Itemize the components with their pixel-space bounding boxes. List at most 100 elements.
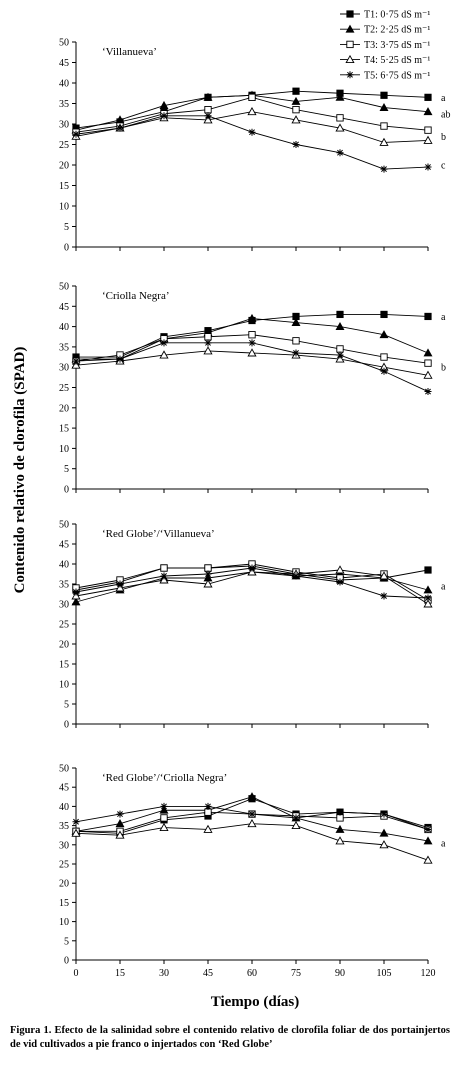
panel-title: ‘Red Globe’/‘Criolla Negra’	[102, 772, 227, 784]
y-tick-label: 20	[59, 161, 69, 172]
data-point-T5	[72, 588, 80, 596]
x-axis-label: Tiempo (días)	[211, 994, 299, 1010]
data-point-T4	[203, 579, 213, 588]
data-point-T2	[379, 330, 389, 339]
data-point-T5	[116, 810, 124, 818]
data-point-T5	[72, 818, 80, 826]
data-point-T1	[380, 310, 388, 319]
data-point-T2	[423, 836, 433, 845]
y-tick-label: 40	[59, 322, 69, 333]
data-point-T5	[424, 388, 432, 396]
data-point-T3	[336, 114, 344, 122]
x-tick-label: 15	[115, 968, 125, 979]
data-point-T4	[423, 599, 433, 608]
data-point-T4	[203, 824, 213, 833]
x-tick-label: 75	[291, 968, 301, 979]
series-T5	[72, 339, 432, 396]
data-point-T2	[423, 348, 433, 357]
data-point-T5	[292, 349, 300, 357]
data-point-T5	[248, 128, 256, 136]
legend-label: T4: 5·25 dS m⁻¹	[364, 55, 430, 66]
chart-panel-2: 0 5 10 15 20 25 30 35 40 45 50 ‘Criolla Negra’ a b	[59, 282, 446, 496]
y-tick-label: 0	[64, 720, 69, 731]
data-point-T5	[116, 124, 124, 132]
data-point-T1	[336, 310, 344, 319]
data-point-T4	[115, 583, 125, 592]
data-point-T3	[424, 359, 432, 367]
legend-label: T2: 2·25 dS m⁻¹	[364, 25, 430, 36]
data-point-T4	[203, 115, 213, 124]
y-tick-label: 50	[59, 38, 69, 49]
y-tick-label: 10	[59, 680, 69, 691]
legend-marker-T2	[345, 24, 355, 33]
data-point-T5	[424, 594, 432, 602]
data-point-T2	[335, 321, 345, 331]
y-tick-label: 45	[59, 58, 69, 69]
y-tick-label: 15	[59, 424, 69, 435]
chart-panels: 05101520253035404550‘Villanueva’aabbc051…	[59, 38, 450, 980]
data-point-T4	[203, 346, 213, 355]
series-T4	[71, 346, 433, 379]
data-point-T5	[248, 339, 256, 347]
y-tick-label: 20	[59, 403, 69, 414]
y-tick-label: 10	[59, 202, 69, 213]
y-tick-label: 25	[59, 140, 69, 151]
data-point-T4	[159, 350, 169, 359]
series-T5	[72, 802, 432, 833]
legend-label: T1: 0·75 dS m⁻¹	[364, 10, 430, 21]
data-point-T4	[335, 565, 345, 574]
data-point-T3	[160, 564, 168, 572]
y-tick-label: 50	[59, 764, 69, 775]
data-point-T5	[380, 367, 388, 375]
data-point-T5	[72, 130, 80, 138]
data-point-T2	[423, 585, 433, 594]
y-tick-label: 0	[64, 485, 69, 496]
data-point-T5	[160, 802, 168, 810]
series-T4	[71, 818, 433, 864]
data-point-T5	[204, 570, 212, 578]
legend-item-T3: T3: 3·75 dS m⁻¹	[340, 40, 430, 51]
legend-item-T2: T2: 2·25 dS m⁻¹	[340, 24, 430, 36]
data-point-T3	[204, 105, 212, 114]
x-tick-label: 30	[159, 968, 169, 979]
data-point-T3	[336, 345, 344, 353]
y-tick-label: 40	[59, 79, 69, 90]
significance-letter: a	[441, 838, 446, 849]
data-point-T2	[335, 92, 345, 101]
data-point-T4	[423, 855, 433, 864]
data-point-T2	[379, 828, 389, 837]
series-line-T2	[75, 571, 429, 603]
legend-marker-T3	[346, 40, 354, 49]
y-tick-label: 25	[59, 860, 69, 871]
y-tick-label: 50	[59, 282, 69, 293]
y-tick-label: 35	[59, 99, 69, 110]
y-tick-label: 30	[59, 120, 69, 131]
data-point-T3	[292, 105, 300, 114]
legend-marker-T5	[346, 71, 354, 79]
figure-caption: Figura 1. Efecto de la salinidad sobre e…	[10, 1025, 450, 1050]
legend-label: T5: 6·75 dS m⁻¹	[364, 70, 430, 81]
y-tick-label: 15	[59, 898, 69, 909]
y-tick-label: 40	[59, 560, 69, 571]
significance-letter: c	[441, 161, 446, 172]
data-point-T5	[380, 810, 388, 818]
data-point-T5	[292, 572, 300, 580]
x-tick-label: 45	[203, 968, 213, 979]
data-point-T5	[380, 165, 388, 173]
y-tick-label: 20	[59, 879, 69, 890]
y-tick-label: 45	[59, 540, 69, 551]
significance-letter: a	[441, 93, 446, 104]
x-tick-label: 90	[335, 968, 345, 979]
y-tick-label: 0	[64, 243, 69, 254]
x-tick-label: 60	[247, 968, 257, 979]
significance-letter: b	[441, 132, 446, 143]
data-point-T2	[335, 824, 345, 833]
data-point-T2	[115, 819, 125, 828]
data-point-T4	[335, 123, 345, 132]
y-tick-label: 40	[59, 802, 69, 813]
data-point-T4	[379, 571, 389, 580]
y-tick-label: 5	[64, 464, 69, 475]
data-point-T2	[379, 102, 389, 111]
data-point-T5	[380, 592, 388, 600]
